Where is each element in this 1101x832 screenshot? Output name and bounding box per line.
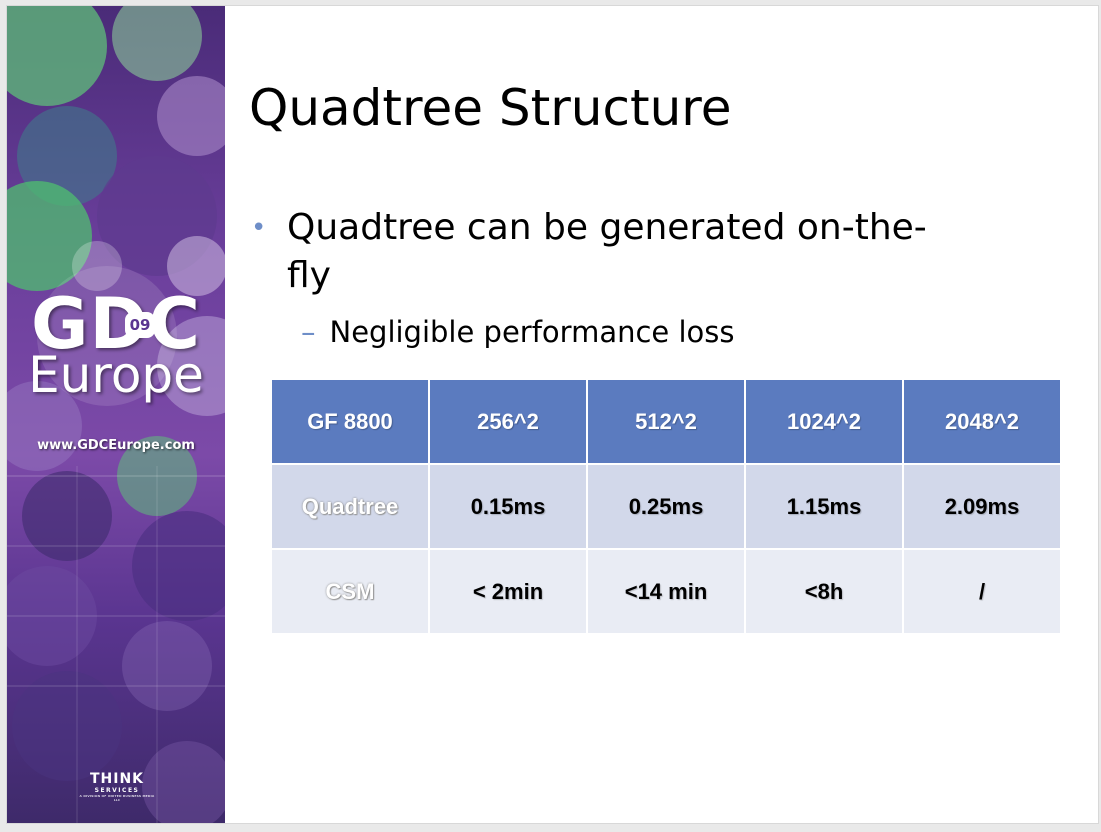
table-cell: < 2min — [428, 548, 588, 635]
bullet-icon: • — [251, 213, 267, 243]
table-cell: 0.15ms — [428, 463, 588, 550]
table-header-cell: 512^2 — [586, 378, 746, 465]
think-services-logo: THINK SERVICES A DIVISION OF UNITED BUSI… — [77, 771, 157, 802]
gdc-europe-banner: GDC 09 Europe www.GDCEurope.com THINK SE… — [7, 6, 225, 823]
table-header-row: GF 8800 256^2 512^2 1024^2 2048^2 — [270, 378, 1062, 465]
row-label: CSM — [270, 548, 430, 635]
table-cell: <8h — [744, 548, 904, 635]
table-row: Quadtree 0.15ms 0.25ms 1.15ms 2.09ms — [270, 463, 1062, 550]
year-badge: 09 — [125, 312, 155, 338]
sponsor-name: THINK — [89, 771, 145, 787]
sponsor-tagline: A DIVISION OF UNITED BUSINESS MEDIA LLC — [79, 794, 155, 802]
performance-table: GF 8800 256^2 512^2 1024^2 2048^2 Quadtr… — [270, 378, 1062, 635]
table-cell: 2.09ms — [902, 463, 1062, 550]
sponsor-subtitle: SERVICES — [94, 787, 140, 794]
row-label: Quadtree — [270, 463, 430, 550]
table-cell: / — [902, 548, 1062, 635]
dash-icon: – — [301, 315, 316, 349]
bullet-point: • Quadtree can be generated on-the-fly — [249, 204, 969, 300]
table-header-cell: 256^2 — [428, 378, 588, 465]
slide-title: Quadtree Structure — [249, 79, 732, 137]
europe-logo-text: Europe — [28, 346, 204, 404]
table-row: CSM < 2min <14 min <8h / — [270, 548, 1062, 635]
bullet-text: Quadtree can be generated on-the-fly — [287, 207, 927, 296]
sub-bullet-point: – Negligible performance loss — [301, 312, 735, 352]
table-cell: 0.25ms — [586, 463, 746, 550]
table-header-cell: 2048^2 — [902, 378, 1062, 465]
table-header-cell: GF 8800 — [270, 378, 430, 465]
banner-artwork — [7, 6, 225, 823]
table-cell: 1.15ms — [744, 463, 904, 550]
sub-bullet-text: Negligible performance loss — [329, 315, 735, 349]
table-cell: <14 min — [586, 548, 746, 635]
website-url: www.GDCEurope.com — [37, 438, 195, 453]
gdc-logo-text: GDC — [31, 283, 201, 365]
slide: GDC 09 Europe www.GDCEurope.com THINK SE… — [7, 6, 1098, 823]
table-header-cell: 1024^2 — [744, 378, 904, 465]
